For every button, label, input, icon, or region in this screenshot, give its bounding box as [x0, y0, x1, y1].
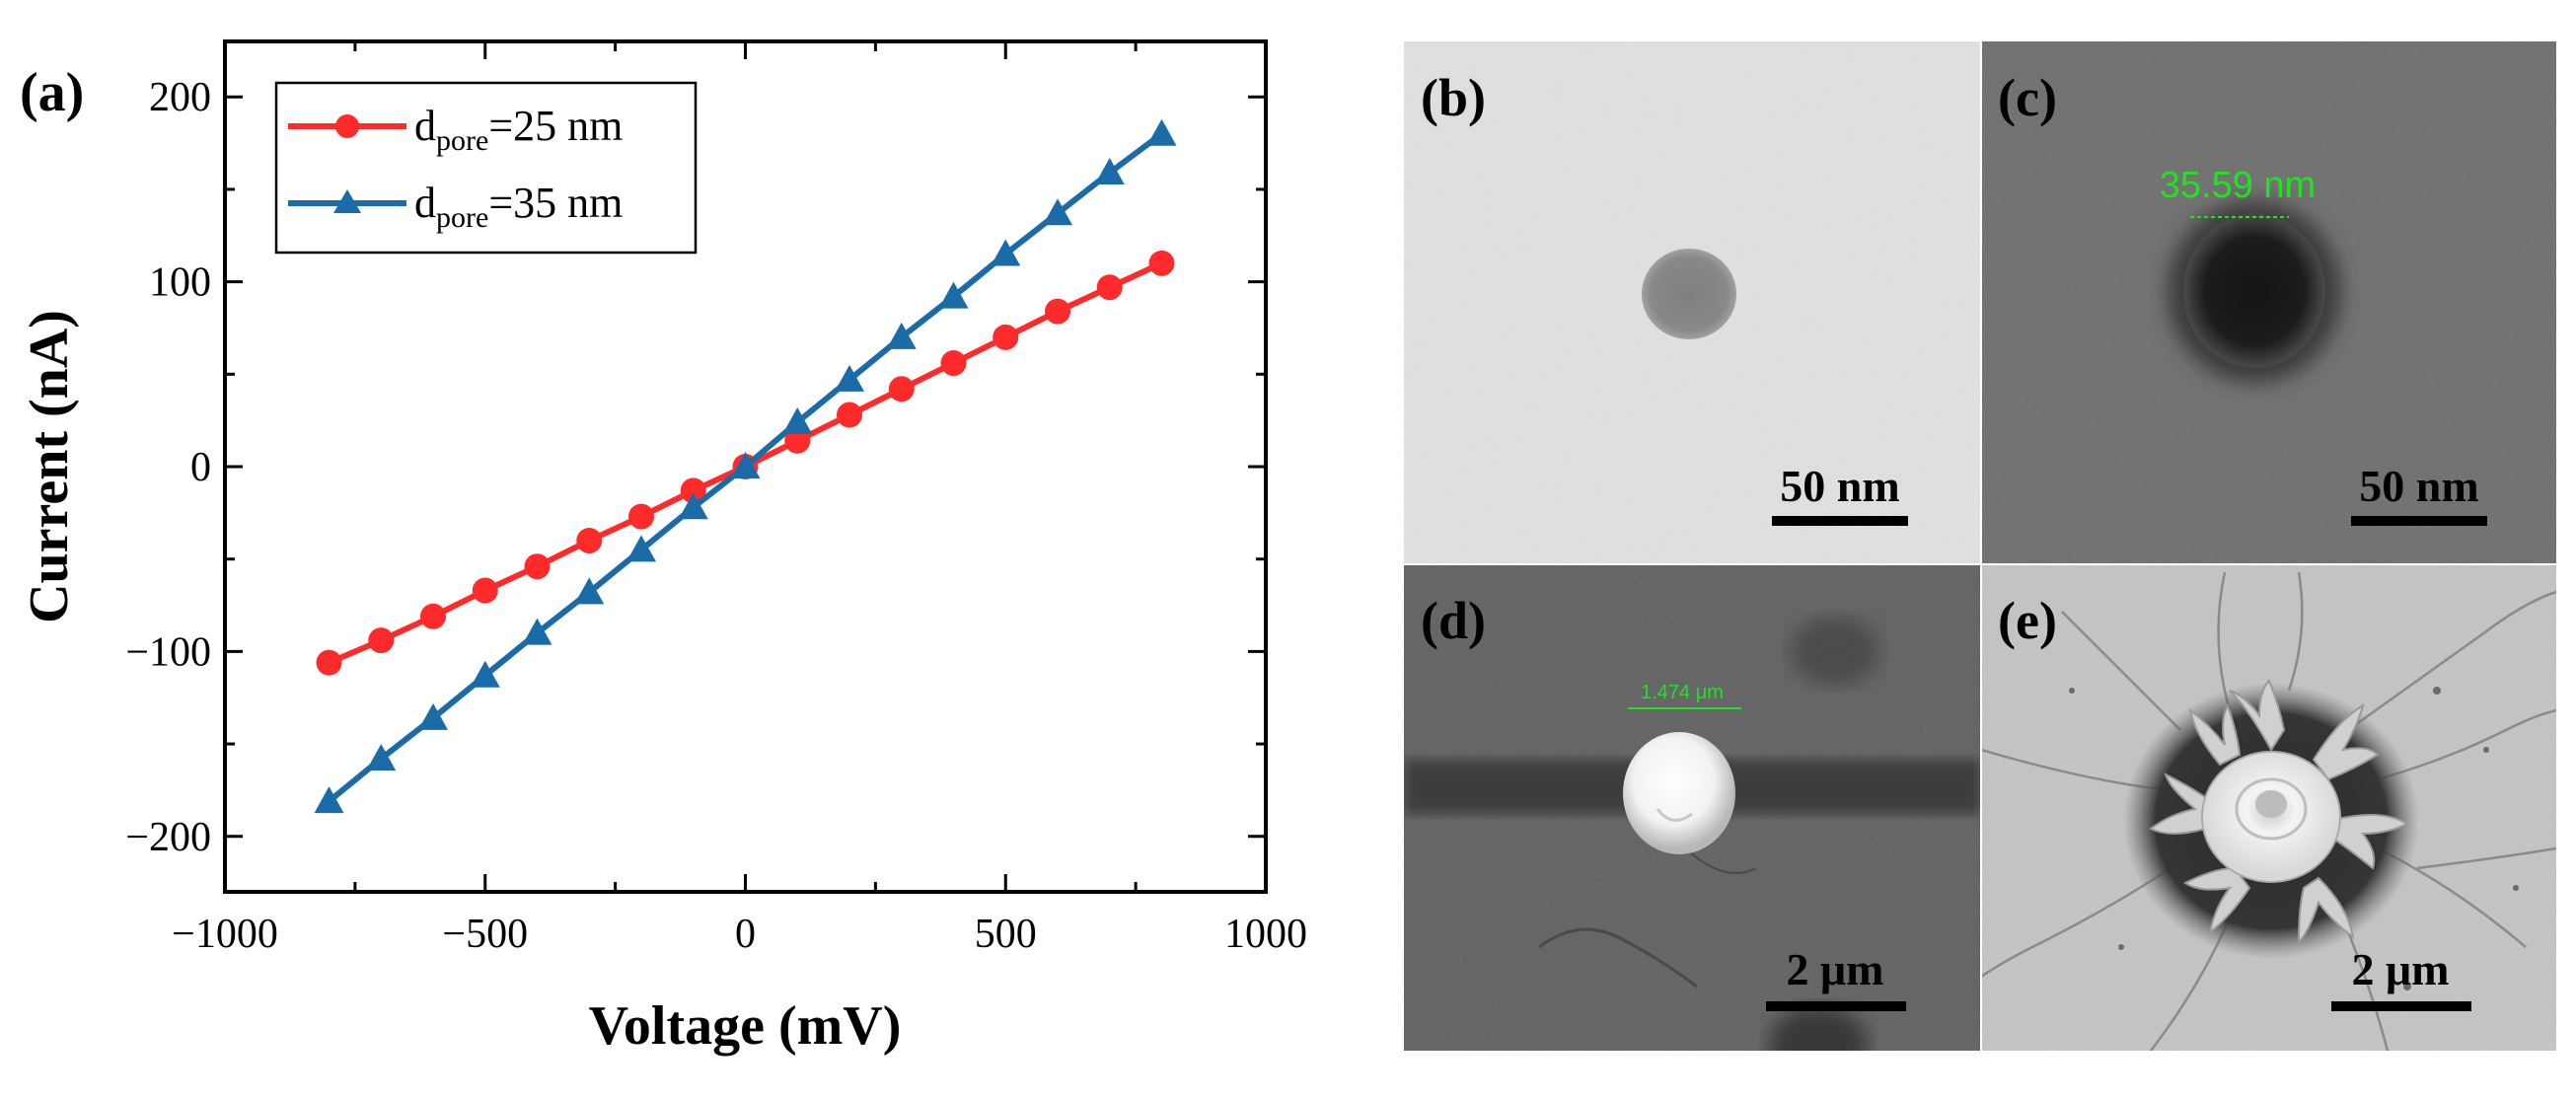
scale-bar-e [2331, 1001, 2471, 1011]
nanopore-c [2183, 214, 2325, 368]
data-point [522, 618, 552, 645]
x-tick-label: −500 [442, 912, 528, 957]
data-point [1148, 250, 1175, 276]
nanopore-b [1642, 249, 1736, 339]
scale-bar-b [1772, 516, 1908, 526]
data-point [472, 577, 498, 604]
data-point [784, 427, 811, 454]
data-point [940, 350, 967, 377]
legend-label-sub: pore [436, 201, 488, 234]
micrograph-e: (e) 2 μm [1981, 564, 2556, 1051]
data-point [991, 239, 1021, 266]
data-point [837, 402, 862, 428]
micrograph-d: 1.474 μm (d) 2 μm [1404, 564, 1981, 1051]
data-point [888, 376, 915, 403]
y-tick-label: −200 [125, 815, 211, 860]
legend-label-rest: =35 nm [488, 179, 623, 227]
panel-label-b: (b) [1421, 68, 1486, 127]
panel-label-c: (c) [1998, 68, 2057, 127]
x-axis-label: Voltage (mV) [589, 995, 902, 1057]
x-tick-label: −1000 [172, 912, 278, 957]
panel-label-d: (d) [1421, 591, 1486, 650]
data-point [316, 649, 342, 676]
panel-label-e: (e) [1998, 591, 2057, 650]
data-point [366, 744, 397, 771]
legend-label-main: d [414, 179, 436, 227]
data-point [1043, 198, 1072, 226]
legend-label-rest: =25 nm [488, 102, 623, 150]
data-point [420, 603, 446, 629]
deposit-globe-d [1623, 732, 1735, 854]
y-tick-labels: −200 −100 0 100 200 [125, 75, 211, 860]
data-point [678, 492, 708, 520]
micrograph-b: (b) 50 nm [1404, 41, 1981, 564]
data-point [626, 535, 656, 562]
axis-ticks [223, 41, 1268, 892]
legend-entry-35nm: dpore=35 nm [288, 179, 623, 234]
legend: dpore=25 nm dpore=35 nm [274, 81, 698, 255]
data-point [574, 577, 605, 605]
scale-bar-label-c: 50 nm [2359, 461, 2478, 511]
x-tick-labels: −1000 −500 0 500 1000 [172, 912, 1307, 957]
scale-bar-d [1766, 1001, 1906, 1011]
legend-label-main: d [414, 102, 436, 150]
dendrites-e [2149, 679, 2410, 945]
y-tick-label: −100 [125, 629, 211, 675]
x-tick-label: 500 [975, 912, 1037, 957]
data-point [680, 477, 706, 504]
svg-text:dpore=25 nm: dpore=25 nm [414, 102, 623, 157]
legend-label-sub: pore [436, 124, 488, 157]
y-tick-label: 0 [190, 445, 211, 490]
data-point [730, 452, 761, 478]
svg-text:dpore=35 nm: dpore=35 nm [414, 179, 623, 234]
legend-entry-25nm: dpore=25 nm [288, 102, 623, 157]
legend-box [274, 81, 698, 255]
data-point [993, 324, 1019, 350]
data-point [524, 553, 551, 580]
panel-label-a: (a) [20, 62, 84, 123]
data-point [938, 281, 969, 309]
data-point [628, 503, 654, 530]
y-axis-label: Current (nA) [19, 310, 80, 623]
y-tick-label: 100 [149, 260, 211, 306]
scale-bar-label-b: 50 nm [1780, 461, 1899, 511]
data-point [576, 527, 603, 553]
series-layer [314, 118, 1177, 814]
data-point [418, 702, 448, 730]
data-point [782, 407, 813, 435]
data-point [1096, 274, 1123, 301]
data-point [1045, 298, 1070, 325]
data-point [1094, 158, 1125, 185]
y-tick-label: 200 [149, 75, 211, 120]
scale-bar-label-d: 2 μm [1787, 944, 1884, 994]
x-tick-label: 0 [735, 912, 756, 957]
scale-bar-label-e: 2 μm [2352, 944, 2450, 994]
data-point [470, 660, 500, 688]
micrograph-c: 35.59 nm (c) 50 nm [1981, 41, 2556, 564]
data-point [368, 627, 395, 654]
measure-label-d: 1.474 μm [1641, 682, 1724, 703]
data-point [314, 786, 344, 814]
scale-bar-c [2351, 516, 2487, 526]
measure-label-c: 35.59 nm [2160, 165, 2316, 206]
data-point [835, 364, 864, 392]
data-point [1146, 118, 1177, 146]
series-35nm [314, 118, 1177, 814]
data-point [886, 322, 917, 349]
x-tick-label: 1000 [1224, 912, 1307, 957]
